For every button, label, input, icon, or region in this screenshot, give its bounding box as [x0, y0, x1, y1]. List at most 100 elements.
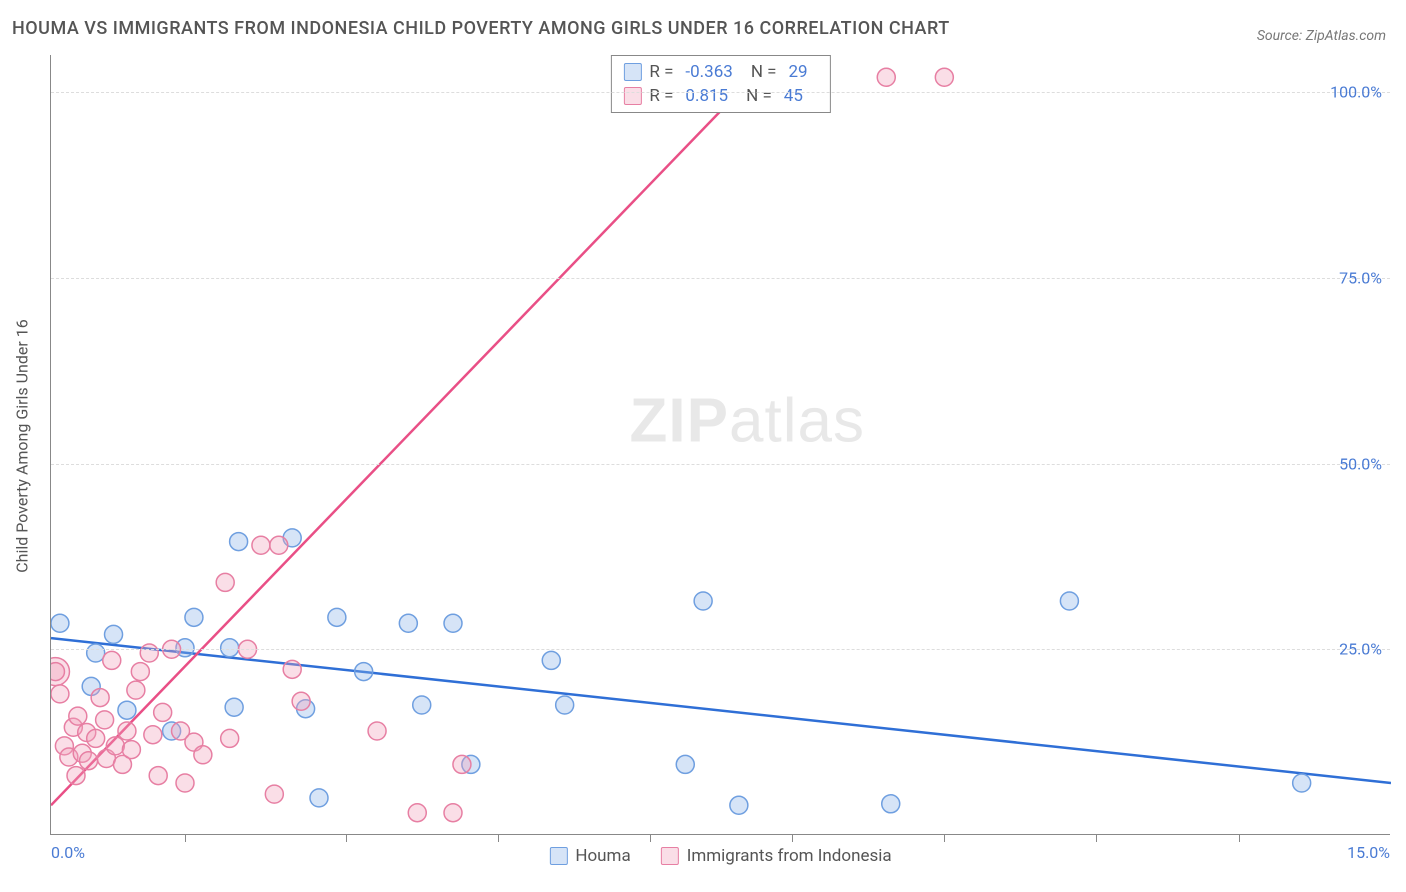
- scatter-point: [144, 726, 162, 744]
- swatch-series-2: [623, 87, 641, 105]
- legend-label-2: Immigrants from Indonesia: [687, 846, 892, 866]
- scatter-point: [355, 663, 373, 681]
- r-value-2: 0.815: [685, 86, 728, 106]
- n-value-2: 45: [784, 86, 803, 106]
- scatter-point: [444, 804, 462, 822]
- scatter-point: [225, 698, 243, 716]
- trend-line: [51, 638, 1391, 783]
- scatter-point: [140, 644, 158, 662]
- scatter-point: [87, 644, 105, 662]
- scatter-point: [80, 752, 98, 770]
- scatter-point: [87, 729, 105, 747]
- scatter-point: [172, 722, 190, 740]
- scatter-point: [51, 663, 64, 681]
- scatter-point: [113, 755, 131, 773]
- scatter-point: [556, 696, 574, 714]
- scatter-point: [453, 755, 471, 773]
- scatter-point: [103, 651, 121, 669]
- scatter-point: [230, 533, 248, 551]
- scatter-point: [1293, 774, 1311, 792]
- scatter-point: [252, 536, 270, 554]
- scatter-point: [51, 658, 69, 686]
- scatter-point: [69, 707, 87, 725]
- n-label-2: N =: [746, 86, 772, 106]
- n-value-1: 29: [789, 62, 808, 82]
- x-tick: [650, 834, 651, 842]
- scatter-point: [78, 723, 96, 741]
- scatter-point: [185, 608, 203, 626]
- scatter-point: [676, 755, 694, 773]
- scatter-point: [154, 703, 172, 721]
- y-tick-label: 25.0%: [1339, 640, 1382, 659]
- legend-swatch-2: [661, 847, 679, 865]
- scatter-point: [216, 573, 234, 591]
- scatter-point: [73, 744, 91, 762]
- x-tick: [185, 834, 186, 842]
- scatter-point: [176, 774, 194, 792]
- scatter-point: [127, 681, 145, 699]
- x-tick: [498, 834, 499, 842]
- legend-item-2: Immigrants from Indonesia: [661, 846, 892, 866]
- gridline-h: [51, 278, 1390, 279]
- scatter-point: [105, 625, 123, 643]
- chart-container: HOUMA VS IMMIGRANTS FROM INDONESIA CHILD…: [0, 0, 1406, 892]
- scatter-point: [64, 718, 82, 736]
- swatch-series-1: [623, 63, 641, 81]
- scatter-point: [163, 722, 181, 740]
- scatter-point: [408, 804, 426, 822]
- x-tick: [1239, 834, 1240, 842]
- scatter-point: [413, 696, 431, 714]
- x-tick: [944, 834, 945, 842]
- gridline-h: [51, 92, 1390, 93]
- scatter-point: [292, 692, 310, 710]
- legend-swatch-1: [549, 847, 567, 865]
- scatter-point: [221, 639, 239, 657]
- scatter-point: [283, 529, 301, 547]
- scatter-point: [60, 748, 78, 766]
- scatter-point: [149, 767, 167, 785]
- watermark-bold: ZIP: [630, 387, 729, 456]
- y-tick-label: 50.0%: [1339, 454, 1382, 473]
- scatter-point: [283, 660, 301, 678]
- x-tick: [346, 834, 347, 842]
- r-label-2: R =: [649, 86, 673, 106]
- scatter-point: [194, 746, 212, 764]
- scatter-point: [877, 68, 895, 86]
- scatter-point: [51, 614, 69, 632]
- scatter-point: [118, 722, 136, 740]
- scatter-point: [368, 722, 386, 740]
- r-value-1: -0.363: [685, 62, 732, 82]
- scatter-point: [97, 749, 115, 767]
- plot-area: ZIPatlas R = -0.363 N = 29 R = 0.815 N =…: [50, 55, 1390, 835]
- scatter-point: [694, 592, 712, 610]
- svg-layer: [51, 55, 1391, 835]
- scatter-point: [270, 536, 288, 554]
- watermark: ZIPatlas: [630, 386, 865, 457]
- x-tick: [1096, 834, 1097, 842]
- scatter-point: [730, 796, 748, 814]
- y-tick-label: 100.0%: [1330, 83, 1382, 102]
- legend-label-1: Houma: [575, 846, 630, 866]
- scatter-point: [91, 689, 109, 707]
- scatter-point: [118, 701, 136, 719]
- scatter-point: [297, 700, 315, 718]
- bottom-legend: Houma Immigrants from Indonesia: [549, 846, 891, 866]
- scatter-point: [96, 711, 114, 729]
- scatter-point: [185, 733, 203, 751]
- watermark-rest: atlas: [729, 387, 865, 456]
- x-tick-min: 0.0%: [51, 843, 85, 862]
- scatter-point: [221, 729, 239, 747]
- gridline-h: [51, 464, 1390, 465]
- x-tick: [792, 834, 793, 842]
- y-axis-label: Child Poverty Among Girls Under 16: [13, 319, 32, 573]
- chart-title: HOUMA VS IMMIGRANTS FROM INDONESIA CHILD…: [12, 18, 950, 39]
- scatter-point: [265, 785, 283, 803]
- scatter-point: [122, 741, 140, 759]
- scatter-point: [542, 651, 560, 669]
- legend-item-1: Houma: [549, 846, 630, 866]
- r-label: R =: [649, 62, 673, 82]
- n-label: N =: [751, 62, 777, 82]
- scatter-point: [444, 614, 462, 632]
- stats-legend-box: R = -0.363 N = 29 R = 0.815 N = 45: [610, 55, 830, 113]
- scatter-point: [328, 608, 346, 626]
